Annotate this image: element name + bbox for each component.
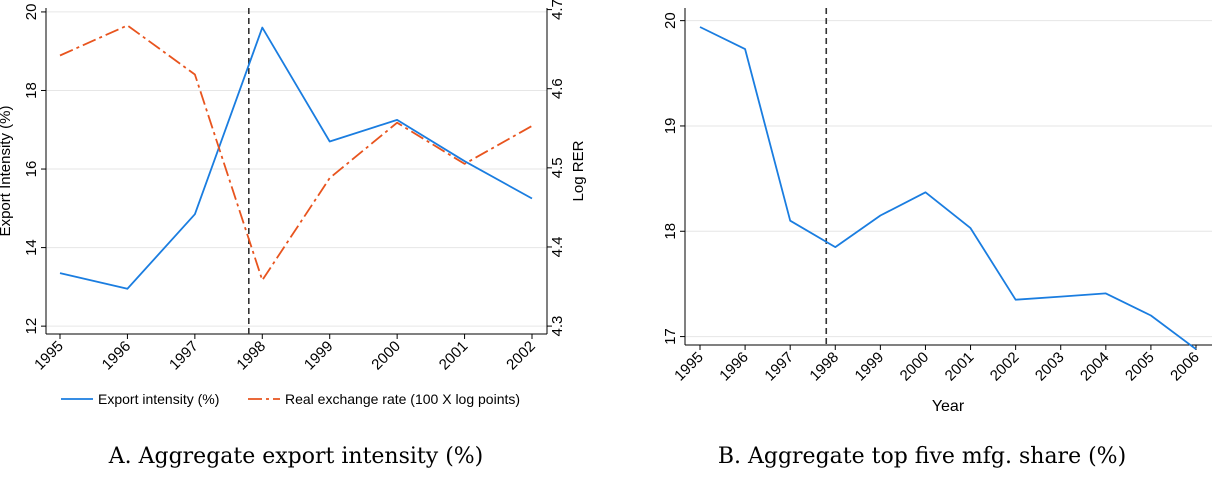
a-y-tick-label-right: 4.3 — [549, 316, 566, 337]
a-legend-label-1: Real exchange rate (100 X log points) — [285, 391, 520, 407]
b-x-tick-label: 1997 — [761, 349, 797, 385]
b-x-tick-label: 2000 — [897, 349, 933, 385]
a-x-tick-label: 1996 — [99, 338, 135, 374]
a-x-tick-label: 1998 — [233, 338, 269, 374]
a-y-tick-label-right: 4.7 — [549, 0, 566, 20]
a-y-tick-label-right: 4.5 — [549, 157, 566, 178]
caption-panel-b: B. Aggregate top five mfg. share (%) — [717, 444, 1127, 469]
b-x-tick-label: 2001 — [942, 349, 978, 385]
a-y-tick-label-right: 4.6 — [549, 78, 566, 99]
a-plot-area — [46, 8, 547, 334]
b-y-tick-label: 18 — [662, 223, 679, 240]
b-x-tick-label: 2005 — [1122, 349, 1158, 385]
a-x-tick-label: 1997 — [166, 338, 202, 374]
a-y-tick-label: 20 — [23, 4, 40, 21]
b-x-tick-label: 2002 — [987, 349, 1023, 385]
chart-panel-a: 12 14 16 18 20 4.3 4.4 4.5 4.6 4.7 Log RER 1995 1996… — [0, 0, 587, 407]
a-y-tick-label: 18 — [23, 82, 40, 99]
a-x-tick-label: 2001 — [436, 338, 472, 374]
b-y-tick-label: 19 — [662, 118, 679, 135]
b-x-tick-label: 2003 — [1032, 349, 1068, 385]
b-x-tick-label: 1998 — [806, 349, 842, 385]
a-y-axis-label-right: Log RER — [570, 140, 587, 201]
a-x-tick-label: 2000 — [368, 338, 404, 374]
a-y-axis-label: Export Intensity (%) — [0, 106, 14, 237]
a-y-tick-label: 12 — [23, 318, 40, 335]
b-x-tick-label: 1996 — [716, 349, 752, 385]
a-series-line-1 — [59, 24, 533, 282]
a-x-tick-label: 1999 — [301, 338, 337, 374]
a-y-tick-label: 16 — [23, 161, 40, 178]
b-x-tick-label: 1995 — [671, 349, 707, 385]
b-y-tick-label: 17 — [662, 328, 679, 345]
a-x-tick-label: 1995 — [31, 338, 67, 374]
a-legend-label-0: Export intensity (%) — [98, 391, 219, 407]
a-y-tick-label-right: 4.4 — [549, 237, 566, 258]
b-series-line-0 — [699, 26, 1197, 350]
caption-panel-a: A. Aggregate export intensity (%) — [108, 444, 484, 469]
chart-panel-b: 17 18 19 20 1995 1996 1997 1998 1999 2000 2001 2002… — [662, 8, 1212, 415]
b-y-tick-label: 20 — [662, 12, 679, 29]
b-x-tick-label: 2004 — [1077, 349, 1113, 385]
a-y-tick-label: 14 — [23, 239, 40, 256]
b-x-tick-label: 2006 — [1167, 349, 1203, 385]
b-x-tick-label: 1999 — [852, 349, 888, 385]
b-plot-area — [685, 8, 1212, 345]
a-series-line-0 — [59, 26, 533, 290]
b-x-axis-label: Year — [932, 398, 965, 415]
a-x-tick-label: 2002 — [503, 338, 539, 374]
